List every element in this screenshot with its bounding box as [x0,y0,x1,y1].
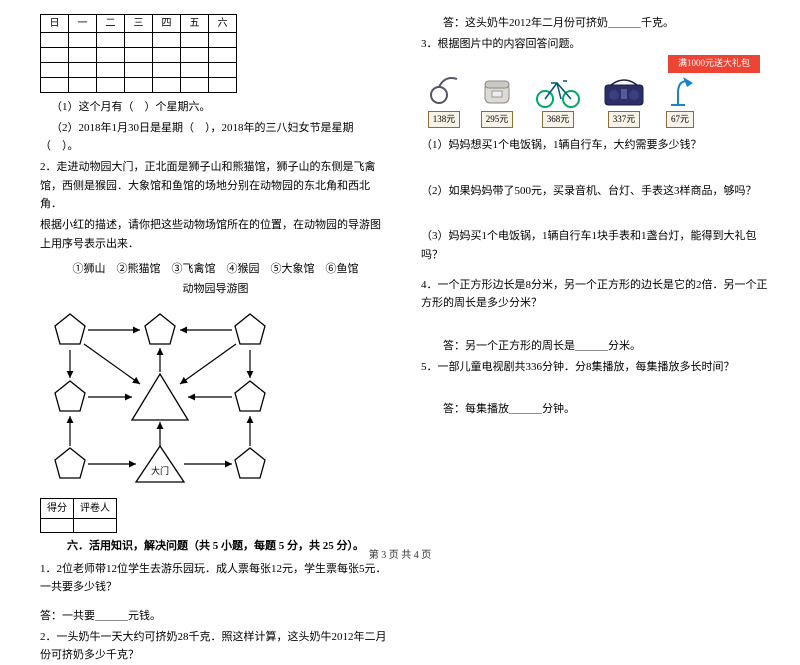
zoo-diagram: 大门 [40,302,280,492]
labels: ①狮山 ②熊猫馆 ③飞禽馆 ④猴园 ⑤大象馆 ⑥鱼馆 [40,260,391,279]
product-ricecooker: 295元 [479,73,515,128]
hdr-grader: 评卷人 [74,498,117,518]
product-radio: 337元 [601,73,647,128]
product-row: 138元 295元 368元 [427,73,772,128]
zoo-title: 动物园导游图 [40,280,391,299]
left-column: 日 一 二 三 四 五 六 （1）这个月有（ ）个星期六。 （2）2018年1月… [40,14,391,534]
gate-label: 大门 [151,465,169,476]
page-columns: 日 一 二 三 四 五 六 （1）这个月有（ ）个星期六。 （2）2018年1月… [40,14,772,534]
cal-h: 一 [69,15,97,33]
problem-5: 5．一部儿童电视剧共336分钟．分8集播放，每集播放多长时间？ [421,358,772,377]
p3-1: （1）妈妈想买1个电饭锅，1辆自行车，大约需要多少钱？ [421,136,772,155]
gift-badge: 满1000元送大礼包 [668,55,760,72]
problem-2: 2．一头奶牛一天大约可挤奶28千克．照这样计算，这头奶牛2012年二月份可挤奶多… [40,628,391,665]
page-footer: 第 3 页 共 4 页 [0,546,800,561]
cal-h: 四 [153,15,181,33]
cal-h: 日 [41,15,69,33]
problem-4-answer: 答：另一个正方形的周长是＿＿＿分米。 [421,337,772,356]
price: 67元 [666,111,694,128]
q1-2: （2）2018年1月30日是星期（ ），2018年的三八妇女节是星期（ ）。 [40,119,391,156]
cal-h: 六 [209,15,237,33]
cal-h: 二 [97,15,125,33]
price: 138元 [428,111,461,128]
lamp-icon [665,73,695,109]
right-column: 答：这头奶牛2012年二月份可挤奶＿＿＿千克。 3．根据图片中的内容回答问题。 … [421,14,772,534]
p3-2: （2）如果妈妈带了500元，买录音机、台灯、手表这3样商品，够吗？ [421,182,772,201]
score-table: 得分 评卷人 [40,498,117,533]
problem-3: 3．根据图片中的内容回答问题。 [421,35,772,54]
zoo-svg: 大门 [40,302,280,492]
section-header-row: 得分 评卷人 [40,498,391,533]
problem-4: 4．一个正方形边长是8分米，另一个正方形的边长是它的2倍．另一个正方形的周长是多… [421,276,772,313]
price: 368元 [542,111,575,128]
cal-h: 三 [125,15,153,33]
product-lamp: 67元 [665,73,695,128]
q1-1: （1）这个月有（ ）个星期六。 [40,98,391,117]
product-bike: 368元 [533,73,583,128]
problem-5-answer: 答：每集播放＿＿＿分钟。 [421,400,772,419]
hdr-score: 得分 [41,498,74,518]
radio-icon [601,73,647,109]
product-watch: 138元 [427,73,461,128]
cal-h: 五 [181,15,209,33]
problem-2-answer: 答：这头奶牛2012年二月份可挤奶＿＿＿千克。 [421,14,772,33]
ricecooker-icon [479,73,515,109]
bike-icon [533,73,583,109]
price: 295元 [481,111,514,128]
watch-icon [427,73,461,109]
p3-3: （3）妈妈买1个电饭锅，1辆自行车1块手表和1盏台灯，能得到大礼包吗？ [421,227,772,264]
q2b: 根据小红的描述，请你把这些动物场馆所在的位置，在动物园的导游图上用序号表示出来． [40,216,391,253]
price: 337元 [608,111,641,128]
calendar-table: 日 一 二 三 四 五 六 [40,14,237,93]
q2: 2．走进动物园大门，正北面是狮子山和熊猫馆，狮子山的东侧是飞禽馆，西侧是猴园．大… [40,158,391,214]
problem-1: 1．2位老师带12位学生去游乐园玩．成人票每张12元，学生票每张5元．一共要多少… [40,560,391,597]
problem-1-answer: 答：一共要＿＿＿元钱。 [40,607,391,626]
